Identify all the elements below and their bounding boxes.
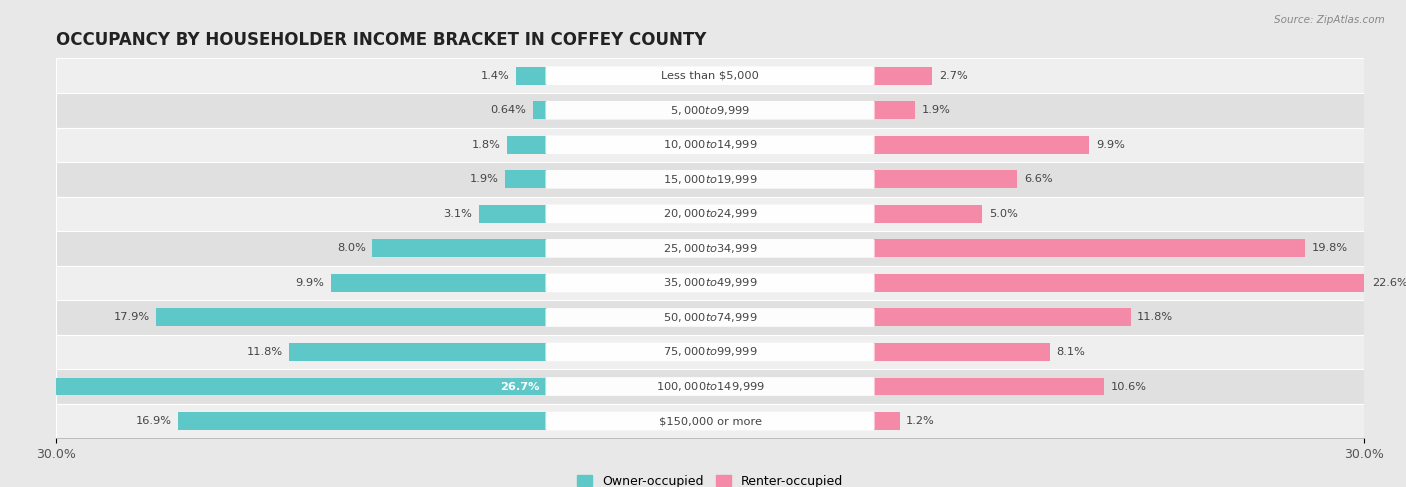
Bar — [873, 101, 915, 119]
FancyBboxPatch shape — [56, 265, 1364, 300]
Bar — [873, 205, 983, 223]
Text: $20,000 to $24,999: $20,000 to $24,999 — [662, 207, 758, 220]
Text: 1.9%: 1.9% — [470, 174, 499, 184]
Text: 11.8%: 11.8% — [1137, 313, 1173, 322]
FancyBboxPatch shape — [56, 404, 1364, 438]
Bar — [873, 308, 1130, 326]
FancyBboxPatch shape — [56, 162, 1364, 197]
Bar — [505, 170, 547, 188]
Bar — [873, 274, 1367, 292]
Text: 9.9%: 9.9% — [1095, 140, 1125, 150]
Text: 19.8%: 19.8% — [1312, 244, 1347, 253]
FancyBboxPatch shape — [56, 128, 1364, 162]
FancyBboxPatch shape — [546, 308, 875, 327]
Text: $35,000 to $49,999: $35,000 to $49,999 — [662, 277, 758, 289]
Bar — [533, 101, 547, 119]
Text: Source: ZipAtlas.com: Source: ZipAtlas.com — [1274, 15, 1385, 25]
Bar — [508, 136, 547, 154]
Text: 10.6%: 10.6% — [1111, 381, 1147, 392]
FancyBboxPatch shape — [546, 66, 875, 85]
Text: 3.1%: 3.1% — [444, 209, 472, 219]
FancyBboxPatch shape — [546, 205, 875, 223]
Bar — [873, 170, 1018, 188]
Legend: Owner-occupied, Renter-occupied: Owner-occupied, Renter-occupied — [572, 470, 848, 487]
FancyBboxPatch shape — [546, 377, 875, 396]
Text: OCCUPANCY BY HOUSEHOLDER INCOME BRACKET IN COFFEY COUNTY: OCCUPANCY BY HOUSEHOLDER INCOME BRACKET … — [56, 31, 707, 49]
Bar — [479, 205, 547, 223]
Bar — [873, 136, 1090, 154]
Bar — [373, 240, 547, 257]
Text: 1.9%: 1.9% — [921, 105, 950, 115]
FancyBboxPatch shape — [546, 239, 875, 258]
FancyBboxPatch shape — [56, 231, 1364, 265]
Text: 0.64%: 0.64% — [491, 105, 526, 115]
Text: 6.6%: 6.6% — [1024, 174, 1053, 184]
FancyBboxPatch shape — [546, 101, 875, 120]
FancyBboxPatch shape — [56, 300, 1364, 335]
Bar — [0, 377, 547, 395]
Text: $15,000 to $19,999: $15,000 to $19,999 — [662, 173, 758, 186]
Bar — [873, 343, 1050, 361]
Text: $5,000 to $9,999: $5,000 to $9,999 — [671, 104, 749, 117]
Text: 5.0%: 5.0% — [988, 209, 1018, 219]
Text: $75,000 to $99,999: $75,000 to $99,999 — [662, 345, 758, 358]
Text: 1.4%: 1.4% — [481, 71, 509, 81]
Text: 8.1%: 8.1% — [1056, 347, 1085, 357]
Bar — [873, 377, 1105, 395]
Text: 1.2%: 1.2% — [905, 416, 935, 426]
Text: $100,000 to $149,999: $100,000 to $149,999 — [655, 380, 765, 393]
Text: 9.9%: 9.9% — [295, 278, 325, 288]
FancyBboxPatch shape — [56, 197, 1364, 231]
Bar — [873, 67, 932, 85]
Text: 17.9%: 17.9% — [114, 313, 150, 322]
FancyBboxPatch shape — [56, 93, 1364, 128]
Text: 1.8%: 1.8% — [472, 140, 501, 150]
Text: 16.9%: 16.9% — [136, 416, 172, 426]
Bar — [179, 412, 547, 430]
Bar — [516, 67, 547, 85]
Text: $50,000 to $74,999: $50,000 to $74,999 — [662, 311, 758, 324]
FancyBboxPatch shape — [546, 412, 875, 431]
FancyBboxPatch shape — [56, 335, 1364, 369]
Text: 22.6%: 22.6% — [1372, 278, 1406, 288]
FancyBboxPatch shape — [546, 343, 875, 361]
FancyBboxPatch shape — [56, 58, 1364, 93]
FancyBboxPatch shape — [546, 170, 875, 188]
Text: 26.7%: 26.7% — [501, 381, 540, 392]
Bar — [330, 274, 547, 292]
Bar — [873, 412, 900, 430]
FancyBboxPatch shape — [546, 135, 875, 154]
Text: $150,000 or more: $150,000 or more — [658, 416, 762, 426]
Text: 11.8%: 11.8% — [247, 347, 283, 357]
Bar — [156, 308, 547, 326]
Text: 8.0%: 8.0% — [337, 244, 366, 253]
Bar — [873, 240, 1305, 257]
FancyBboxPatch shape — [546, 274, 875, 292]
FancyBboxPatch shape — [56, 369, 1364, 404]
Text: Less than $5,000: Less than $5,000 — [661, 71, 759, 81]
Text: 2.7%: 2.7% — [939, 71, 967, 81]
Text: $25,000 to $34,999: $25,000 to $34,999 — [662, 242, 758, 255]
Text: $10,000 to $14,999: $10,000 to $14,999 — [662, 138, 758, 151]
Bar — [290, 343, 547, 361]
